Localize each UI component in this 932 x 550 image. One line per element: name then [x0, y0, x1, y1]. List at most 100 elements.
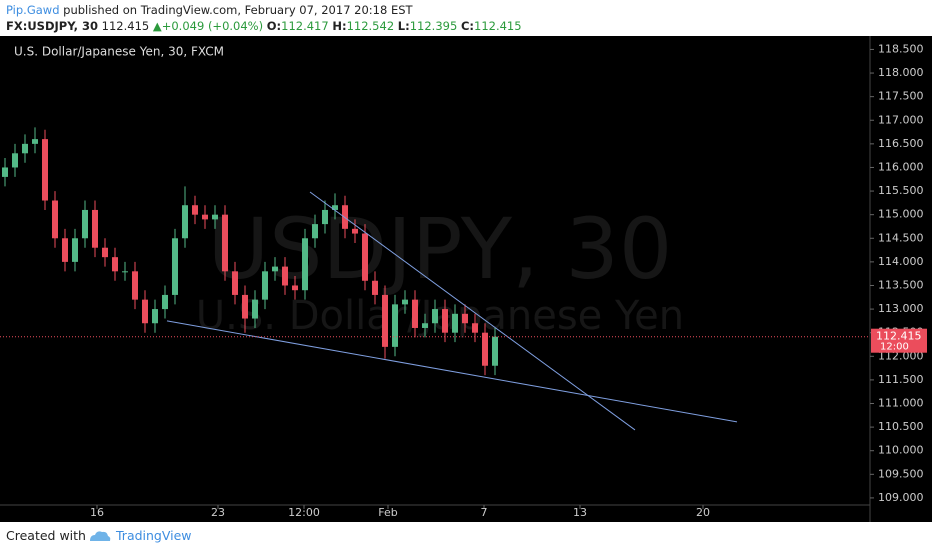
x-tick-label: 7 [481, 506, 488, 519]
chart-title: U.S. Dollar/Japanese Yen, 30, FXCM [14, 45, 224, 59]
close-label: C: [460, 19, 474, 33]
x-tick-label: 16 [90, 506, 104, 519]
candle-body [152, 309, 158, 324]
candle-body [62, 238, 68, 262]
low-label: L: [397, 19, 410, 33]
candle-body [72, 238, 78, 262]
candle-body [142, 299, 148, 324]
y-tick-label: 117.500 [878, 90, 924, 103]
y-tick-label: 114.000 [878, 255, 924, 268]
x-tick-label: 20 [696, 506, 710, 519]
watermark: USDJPY, 30 [208, 200, 673, 298]
header-line-2: FX:USDJPY, 30 112.415 ▲+0.049 (+0.04%) O… [6, 19, 522, 33]
high-value: 112.542 [346, 19, 395, 33]
y-tick-label: 118.500 [878, 42, 924, 55]
candle-body [442, 309, 448, 333]
candle-body [82, 209, 88, 239]
last-price-box [871, 328, 927, 353]
open-value: 112.417 [281, 19, 329, 33]
x-tick-label: 23 [211, 506, 225, 519]
candle-body [282, 266, 288, 286]
y-tick-label: 116.500 [878, 137, 924, 150]
x-tick-label: 12:00 [288, 506, 320, 519]
candle-body [472, 323, 478, 333]
close-value: 112.415 [474, 19, 522, 33]
candle-body [272, 266, 278, 272]
candle-body [122, 271, 128, 273]
candle-body [132, 271, 138, 300]
published: published on TradingView.com, February 0… [63, 3, 413, 17]
footer: Created with TradingView [0, 522, 932, 550]
candle-body [392, 304, 398, 347]
y-tick-label: 109.500 [878, 467, 924, 480]
candle-body [252, 299, 258, 319]
x-tick-label: 13 [573, 506, 587, 519]
candle-body [32, 139, 38, 144]
candle-body [12, 153, 18, 168]
trend-line [309, 191, 636, 431]
candle-body [222, 214, 228, 272]
y-tick-label: 111.500 [878, 373, 924, 386]
candle-body [462, 313, 468, 324]
y-tick-label: 113.000 [878, 302, 924, 315]
open-label: O: [266, 19, 282, 33]
change: +0.049 (+0.04%) [161, 19, 264, 33]
candle-body [162, 294, 168, 310]
candle-body [92, 209, 98, 248]
candle-body [232, 271, 238, 295]
candle-body [202, 214, 208, 220]
candle-body [332, 205, 338, 210]
watermark-subtitle: U.S. Dollar/Japanese Yen [196, 293, 684, 339]
symbol: FX:USDJPY, 30 [6, 19, 98, 33]
candle-body [372, 280, 378, 295]
candle-body [492, 336, 498, 366]
candle-body [172, 238, 178, 295]
candle-body [192, 205, 198, 215]
candle-body [422, 323, 428, 328]
candle-body [262, 271, 268, 300]
low-value: 112.395 [409, 19, 458, 33]
candle-body [482, 332, 488, 366]
last-price-label: 112.415 [876, 330, 922, 343]
y-tick-label: 111.000 [878, 397, 924, 410]
candle-body [182, 205, 188, 239]
header-line-1: Pip.Gawd published on TradingView.com, F… [6, 3, 413, 17]
up-arrow: ▲ [152, 19, 162, 33]
y-tick-label: 110.000 [878, 444, 924, 457]
candle-body [302, 238, 308, 291]
y-tick-label: 117.000 [878, 113, 924, 126]
y-tick-label: 115.000 [878, 208, 924, 221]
candle-body [452, 313, 458, 333]
brand-logo [90, 531, 111, 541]
countdown-label: 12:00 [880, 342, 909, 353]
high-label: H: [332, 19, 347, 33]
candle-body [292, 285, 298, 291]
chart-background [0, 36, 932, 522]
candle-body [242, 294, 248, 319]
candle-body [102, 247, 108, 258]
candle-body [42, 139, 48, 201]
price: 112.415 [101, 19, 150, 33]
candle-body [382, 294, 388, 347]
y-tick-label: 116.000 [878, 160, 924, 173]
y-tick-label: 110.500 [878, 420, 924, 433]
candle-body [22, 143, 28, 154]
brand[interactable]: TradingView [116, 528, 192, 543]
trend-line [166, 320, 738, 423]
x-tick-label: Feb [378, 506, 397, 519]
author[interactable]: Pip.Gawd [6, 3, 60, 17]
y-tick-label: 113.500 [878, 278, 924, 291]
candle-body [112, 257, 118, 272]
candle-body [412, 299, 418, 328]
candle-body [352, 228, 358, 234]
created-with: Created with [6, 528, 86, 543]
candle-body [52, 200, 58, 239]
candle-body [402, 299, 408, 305]
candle-body [212, 214, 218, 220]
candle-body [362, 233, 368, 281]
y-tick-label: 118.000 [878, 66, 924, 79]
y-tick-label: 109.000 [878, 491, 924, 504]
y-tick-label: 114.500 [878, 231, 924, 244]
